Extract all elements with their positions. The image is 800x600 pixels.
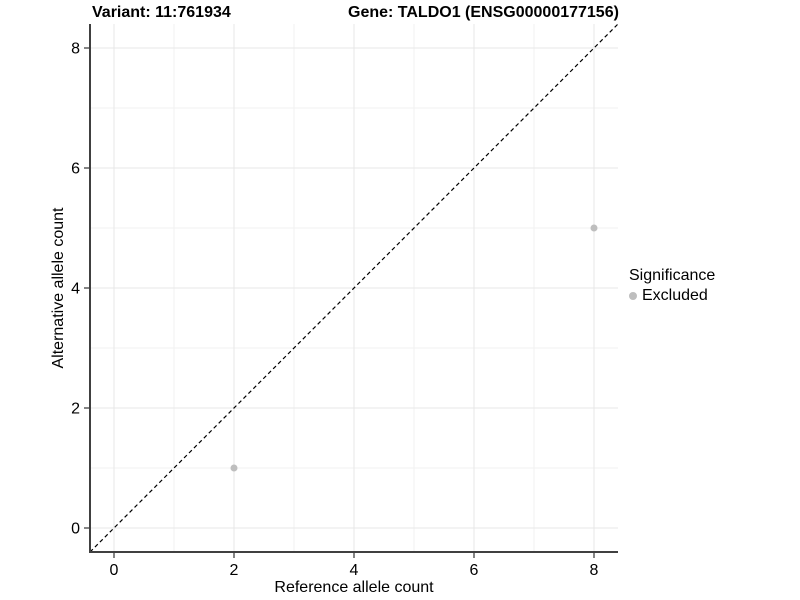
gene-title: Gene: TALDO1 (ENSG00000177156) bbox=[348, 4, 619, 21]
y-tick-label: 2 bbox=[71, 401, 80, 418]
x-tick-label: 6 bbox=[470, 562, 479, 579]
x-tick-label: 0 bbox=[110, 562, 119, 579]
legend-title: Significance bbox=[629, 267, 716, 284]
y-tick-label: 0 bbox=[71, 521, 80, 538]
y-tick-label: 4 bbox=[71, 281, 80, 298]
plot-panel: 0 2 4 6 8 0 2 4 6 8 bbox=[71, 23, 619, 579]
excluded-point-swatch-icon bbox=[629, 291, 637, 300]
x-tick-label: 2 bbox=[230, 562, 239, 579]
variant-title: Variant: 11:761934 bbox=[92, 4, 231, 21]
data-point bbox=[590, 224, 598, 232]
x-tick-label: 8 bbox=[590, 562, 599, 579]
legend: Significance Excluded bbox=[629, 266, 715, 305]
legend-item-excluded: Excluded bbox=[629, 286, 715, 305]
identity-dashed-line bbox=[89, 23, 619, 553]
y-axis-title: Alternative allele count bbox=[50, 207, 67, 369]
y-tick-label: 6 bbox=[71, 161, 80, 178]
x-tick-label: 4 bbox=[350, 562, 359, 579]
x-axis-title: Reference allele count bbox=[274, 579, 434, 596]
data-point bbox=[230, 464, 238, 472]
y-tick-label: 8 bbox=[71, 41, 80, 58]
legend-item-label: Excluded bbox=[642, 287, 708, 304]
